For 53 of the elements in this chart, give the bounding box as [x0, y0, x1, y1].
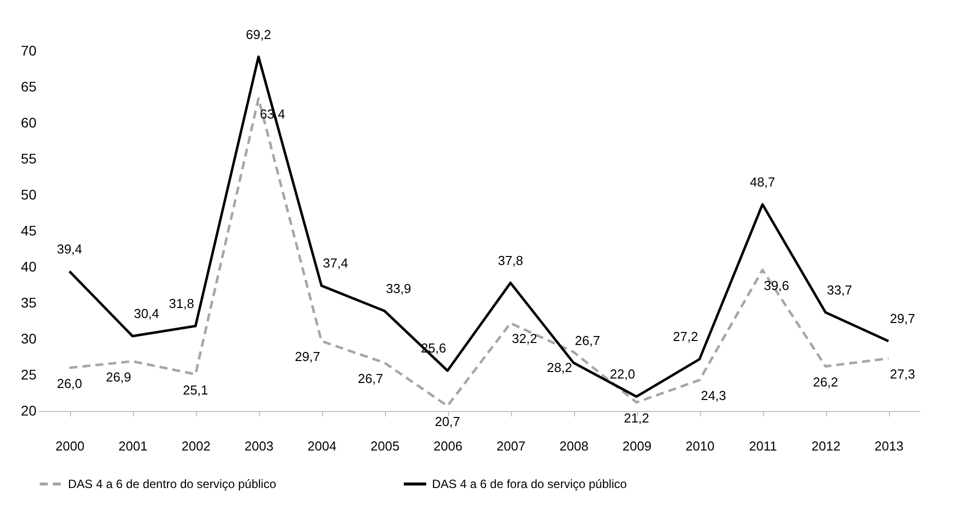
- legend-label: DAS 4 a 6 de dentro do serviço público: [68, 477, 276, 491]
- x-tick-label: 2008: [560, 438, 588, 454]
- data-label: 29,7: [294, 349, 320, 364]
- x-tick-label: 2004: [308, 438, 336, 454]
- y-tick-label: 50: [20, 186, 37, 202]
- legend-label: DAS 4 a 6 de fora do serviço público: [432, 477, 628, 491]
- data-label: 31,8: [168, 296, 194, 312]
- y-tick-label: 35: [20, 294, 37, 310]
- data-label: 39,4: [56, 241, 82, 256]
- x-tick-label: 2009: [622, 438, 652, 454]
- data-label: 26,2: [812, 374, 838, 390]
- data-label: 29,7: [890, 311, 916, 326]
- data-label: 27,3: [890, 366, 916, 382]
- x-tick-label: 2010: [686, 438, 714, 454]
- x-tick-label: 2007: [496, 438, 526, 454]
- data-label: 37,4: [322, 256, 348, 271]
- y-tick-label: 45: [20, 222, 37, 238]
- y-tick-label: 60: [20, 114, 37, 130]
- x-tick-label: 2001: [118, 438, 148, 454]
- x-tick-label: 2003: [244, 438, 274, 454]
- data-label: 37,8: [498, 252, 524, 268]
- y-tick-label: 30: [20, 330, 37, 346]
- x-tick-label: 2011: [749, 438, 777, 454]
- data-label: 28,2: [546, 360, 572, 375]
- data-label: 26,9: [106, 369, 132, 384]
- data-label: 26,7: [358, 370, 384, 386]
- x-tick-label: 2005: [370, 438, 400, 454]
- data-label: 22,0: [610, 366, 636, 382]
- x-tick-label: 2012: [812, 438, 840, 454]
- data-label: 26,0: [56, 376, 82, 391]
- data-label: 32,2: [512, 331, 538, 346]
- data-label: 27,2: [672, 329, 698, 344]
- x-tick-label: 2000: [56, 438, 84, 454]
- data-label: 24,3: [700, 388, 726, 404]
- x-tick-label: 2013: [874, 438, 904, 454]
- y-tick-label: 55: [20, 150, 37, 166]
- x-tick-label: 2002: [182, 438, 210, 454]
- data-label: 69,2: [246, 26, 272, 42]
- x-tick-label: 2006: [434, 438, 462, 454]
- y-tick-label: 65: [20, 78, 37, 94]
- data-label: 21,2: [624, 410, 650, 426]
- y-tick-label: 25: [20, 366, 37, 382]
- data-label: 26,7: [574, 332, 600, 348]
- data-label: 25,1: [182, 382, 208, 398]
- data-label: 48,7: [750, 174, 776, 190]
- y-tick-label: 40: [20, 258, 37, 274]
- data-label: 39,6: [764, 278, 790, 293]
- data-label: 30,4: [134, 306, 160, 322]
- data-label: 33,7: [826, 282, 852, 298]
- y-tick-label: 70: [20, 42, 37, 58]
- data-label: 20,7: [434, 414, 460, 429]
- y-tick-label: 20: [20, 402, 37, 418]
- data-label: 33,9: [386, 280, 412, 296]
